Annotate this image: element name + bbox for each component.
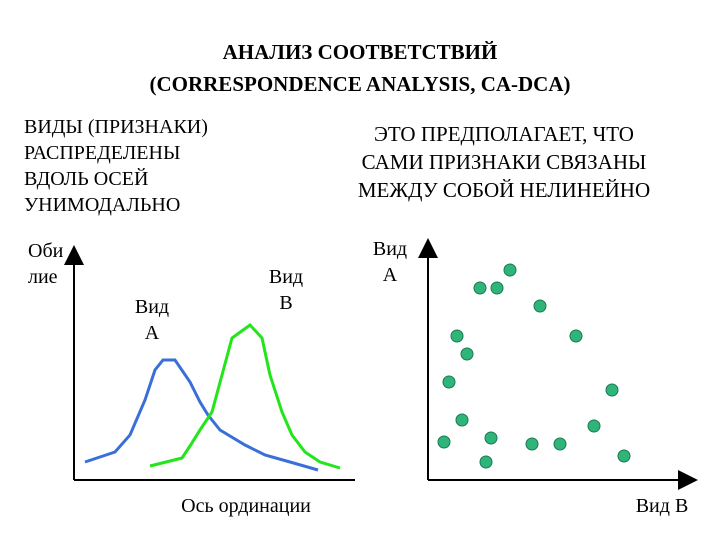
scatter-point (479, 455, 493, 469)
scatter-point (473, 281, 487, 295)
left-description-line: РАСПРЕДЕЛЕНЫ (24, 142, 181, 164)
right-description-line: ЭТО ПРЕДПОЛАГАЕТ, ЧТО (374, 122, 634, 146)
scatter-point (553, 437, 567, 451)
curve-a-label: Вид А (126, 294, 178, 346)
scatter-point (569, 329, 583, 343)
right-y-axis-label: Вид А (360, 236, 420, 288)
left-description-line: ВДОЛЬ ОСЕЙ (24, 168, 149, 190)
right-description-line: МЕЖДУ СОБОЙ НЕЛИНЕЙНО (357, 178, 651, 202)
left-description-line: ВИДЫ (ПРИЗНАКИ) (24, 116, 208, 138)
curve-a-label-line: А (144, 322, 160, 344)
scatter-point (484, 431, 498, 445)
species-a-curve (84, 358, 319, 472)
scatter-points (437, 263, 631, 469)
scatter-point (525, 437, 539, 451)
scatter-point (605, 383, 619, 397)
right-y-axis-label-line: А (382, 264, 398, 286)
left-description: ВИДЫ (ПРИЗНАКИ) РАСПРЕДЕЛЕНЫ ВДОЛЬ ОСЕЙ … (24, 114, 324, 218)
left-y-axis-label: Оби лие (28, 238, 88, 290)
scatter-point (437, 435, 451, 449)
scatter-point (617, 449, 631, 463)
right-description: ЭТО ПРЕДПОЛАГАЕТ, ЧТО САМИ ПРИЗНАКИ СВЯЗ… (318, 120, 690, 204)
curve-a-label-line: Вид (134, 296, 170, 318)
curve-b-label-line: В (279, 292, 293, 314)
scatter-point (533, 299, 547, 313)
scatter-point (460, 347, 474, 361)
curve-b-label-line: Вид (268, 266, 304, 288)
left-x-axis-label: Ось ординации (181, 495, 311, 517)
scatter-point (490, 281, 504, 295)
species-b-curve (149, 323, 341, 470)
scatter-point (587, 419, 601, 433)
right-y-axis-label-line: Вид (372, 238, 408, 260)
scatter-point (450, 329, 464, 343)
title-line-2: (CORRESPONDENCE ANALYSIS, CA-DCA) (149, 72, 571, 96)
scatter-point (503, 263, 517, 277)
left-y-axis-label-line: лие (28, 266, 58, 288)
right-description-line: САМИ ПРИЗНАКИ СВЯЗАНЫ (361, 150, 647, 174)
left-description-line: УНИМОДАЛЬНО (24, 194, 181, 216)
curve-b-label: Вид В (256, 264, 316, 316)
scatter-point (442, 375, 456, 389)
scatter-point (455, 413, 469, 427)
title-line-1: АНАЛИЗ СООТВЕТСТВИЙ (222, 40, 498, 64)
left-y-axis-label-line: Оби (28, 240, 64, 262)
right-x-axis-label: Вид В (635, 495, 689, 517)
